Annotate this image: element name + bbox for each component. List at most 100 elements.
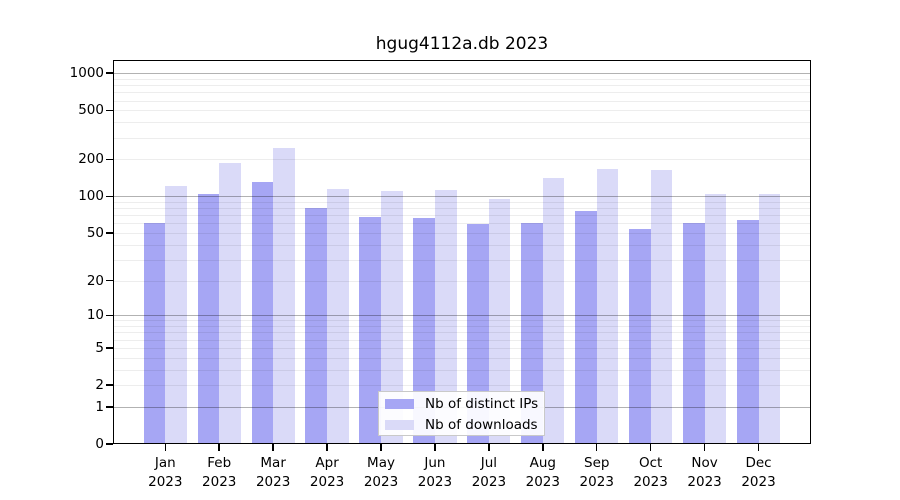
y-axis-tick [106, 158, 113, 161]
legend-label-distinct-ips: Nb of distinct IPs [425, 396, 539, 412]
bar-may-distinct-ips [359, 216, 381, 444]
minor-gridline [113, 122, 811, 124]
x-tick-label: Dec 2023 [741, 455, 776, 490]
y-axis-tick [106, 443, 113, 445]
minor-gridline [113, 259, 811, 261]
y-tick-label: 10 [86, 307, 104, 324]
legend: Nb of distinct IPs Nb of downloads [378, 391, 545, 436]
y-tick-label: 1000 [69, 65, 104, 82]
y-tick-label: 500 [78, 102, 104, 119]
y-axis-tick [106, 347, 113, 349]
x-axis-tick [164, 444, 167, 451]
minor-gridline [113, 208, 811, 210]
bar-jul-downloads [488, 199, 511, 444]
plot-area [113, 60, 811, 444]
y-axis-tick [106, 314, 113, 317]
bar-aug-downloads [542, 178, 565, 444]
minor-gridline [113, 223, 811, 225]
minor-gridline [113, 339, 811, 341]
y-tick-label: 200 [78, 151, 104, 168]
y-axis-tick [106, 109, 113, 112]
minor-gridline [113, 369, 811, 371]
bar-nov-distinct-ips [683, 223, 705, 444]
y-tick-label: 5 [95, 339, 104, 356]
bar-apr-distinct-ips [305, 208, 328, 444]
minor-gridline [113, 320, 811, 322]
y-tick-label: 1 [95, 398, 104, 415]
x-tick-label: Mar 2023 [255, 455, 291, 490]
minor-gridline [113, 326, 811, 328]
bar-jul-distinct-ips [467, 224, 489, 444]
legend-label-downloads: Nb of downloads [425, 417, 538, 433]
minor-gridline [113, 78, 811, 80]
bar-dec-distinct-ips [736, 219, 759, 444]
x-tick-label: Apr 2023 [309, 455, 345, 490]
x-axis-tick [757, 444, 760, 451]
bar-may-downloads [381, 191, 403, 444]
x-axis-tick [703, 444, 706, 451]
y-axis-tick [106, 406, 113, 408]
bar-jun-distinct-ips [413, 217, 435, 444]
legend-swatch-downloads [385, 419, 414, 431]
y-tick-label: 100 [78, 188, 104, 205]
bar-feb-distinct-ips [197, 193, 220, 444]
bar-jan-downloads [165, 185, 187, 444]
major-gridline [113, 73, 811, 75]
minor-gridline [113, 244, 811, 246]
bar-feb-downloads [219, 163, 241, 444]
x-axis-tick [272, 444, 274, 451]
minor-gridline [113, 159, 811, 161]
minor-gridline [113, 85, 811, 87]
y-axis-tick [106, 384, 113, 386]
chart-title: hgug4112a.db 2023 [375, 34, 549, 54]
minor-gridline [113, 332, 811, 334]
bar-dec-downloads [758, 193, 781, 444]
bar-mar-distinct-ips [251, 181, 274, 444]
minor-gridline [113, 201, 811, 203]
bar-oct-distinct-ips [629, 228, 651, 444]
y-axis-tick [106, 232, 113, 234]
major-gridline [113, 196, 811, 198]
x-tick-label: Jul 2023 [471, 455, 507, 490]
bar-sep-downloads [596, 169, 619, 444]
x-tick-label: May 2023 [363, 455, 399, 490]
x-tick-label: Nov 2023 [687, 455, 722, 490]
minor-gridline [113, 357, 811, 359]
minor-gridline [113, 215, 811, 217]
minor-gridline [113, 280, 811, 282]
x-tick-label: Oct 2023 [633, 455, 668, 490]
bar-apr-downloads [327, 189, 349, 444]
bar-aug-distinct-ips [521, 223, 543, 444]
y-tick-label: 2 [95, 377, 104, 394]
bar-jun-downloads [434, 190, 457, 444]
bar-oct-downloads [650, 170, 673, 444]
y-axis-tick [106, 72, 113, 74]
bar-sep-distinct-ips [575, 210, 597, 444]
legend-row-downloads: Nb of downloads [379, 416, 544, 434]
minor-gridline [113, 92, 811, 94]
minor-gridline [113, 385, 811, 387]
minor-gridline [113, 100, 811, 102]
y-axis-tick [106, 195, 113, 198]
x-axis-tick [542, 444, 544, 451]
x-tick-label: Feb 2023 [202, 455, 237, 490]
x-axis-tick [649, 444, 652, 451]
x-tick-label: Jun 2023 [417, 455, 453, 490]
x-axis-tick [434, 444, 436, 451]
y-tick-label: 0 [95, 436, 104, 452]
bar-nov-downloads [704, 194, 727, 444]
y-axis-tick [106, 279, 113, 282]
x-axis-tick [380, 444, 382, 451]
x-axis-tick [488, 444, 490, 451]
minor-gridline [113, 232, 811, 234]
x-axis-tick [595, 444, 598, 451]
minor-gridline [113, 137, 811, 139]
x-axis-tick [218, 444, 220, 451]
y-tick-label: 20 [86, 272, 104, 289]
major-gridline [113, 315, 811, 317]
x-tick-label: Aug 2023 [525, 455, 560, 490]
x-tick-label: Sep 2023 [579, 455, 614, 490]
legend-swatch-distinct-ips [385, 398, 414, 410]
bar-jan-distinct-ips [143, 223, 166, 444]
